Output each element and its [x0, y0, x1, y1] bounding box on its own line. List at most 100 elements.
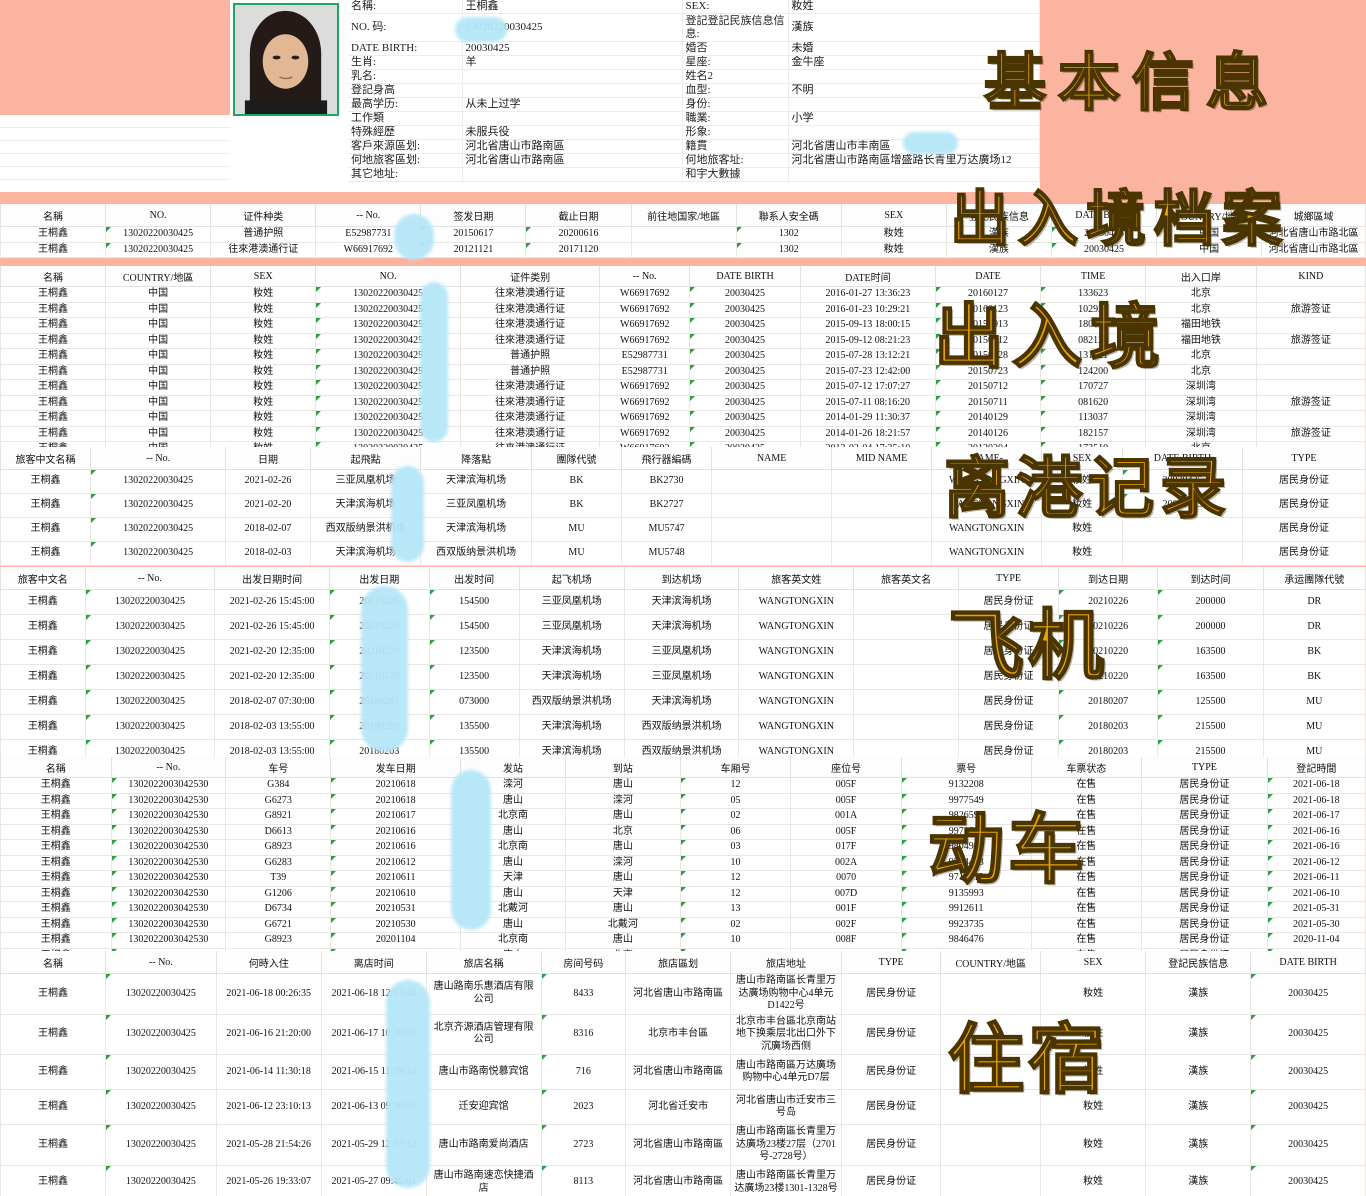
cell[interactable]: 1302022003042530 [110, 870, 227, 887]
cell[interactable]: 182157 [1040, 425, 1147, 442]
column-header[interactable]: 名稱 [0, 204, 107, 227]
cell[interactable]: 籹姓 [1040, 973, 1147, 1015]
cell[interactable]: 20030425 [1250, 1013, 1366, 1055]
cell[interactable]: MU [1262, 714, 1366, 740]
cell[interactable]: 2021-06-12 [1266, 854, 1366, 871]
cell[interactable]: 唐山市路南區长青里万达廣场23楼1301-1328号 [730, 1164, 842, 1196]
profile-value[interactable] [788, 69, 1040, 84]
cell[interactable]: 居民身份证 [958, 689, 1059, 715]
cell[interactable]: 王桐鑫 [0, 493, 92, 518]
cell[interactable]: 居民身份证 [1141, 916, 1268, 933]
profile-label[interactable]: 星座: [682, 55, 789, 70]
cell[interactable]: 居民身份证 [840, 1164, 942, 1196]
column-header[interactable]: TYPE [1141, 757, 1268, 778]
column-header[interactable]: 旅客中文名稱 [0, 447, 92, 470]
cell[interactable]: 001A [790, 808, 902, 825]
cell[interactable]: 20171120 [525, 241, 632, 258]
cell[interactable]: 中国 [105, 425, 212, 442]
cell[interactable]: 017F [790, 839, 902, 856]
cell[interactable]: 10 [679, 932, 792, 949]
profile-label[interactable]: 何地旅客區划: [348, 153, 463, 168]
cell[interactable] [853, 589, 960, 615]
cell[interactable] [1255, 363, 1366, 380]
column-header[interactable]: 车厢号 [679, 757, 792, 778]
cell[interactable]: 20180207 [1057, 689, 1159, 715]
cell[interactable]: 20150617 [420, 226, 527, 243]
profile-value[interactable]: 小学 [788, 111, 1040, 126]
cell[interactable]: 03 [679, 839, 792, 856]
cell[interactable]: 居民身份证 [1141, 792, 1268, 809]
cell[interactable]: 漢族 [1145, 1013, 1252, 1055]
cell[interactable]: 123500 [428, 664, 520, 690]
column-header[interactable]: KIND [1255, 266, 1366, 287]
cell[interactable]: T39 [225, 870, 332, 887]
cell[interactable]: W66917692 [599, 317, 691, 334]
cell[interactable]: 13020220030425 [105, 1013, 217, 1055]
cell[interactable]: D6613 [225, 823, 332, 840]
cell[interactable]: 王桐鑫 [0, 332, 107, 349]
column-header[interactable]: 截止日期 [525, 204, 632, 227]
cell[interactable]: 往來港澳通行证 [459, 332, 601, 349]
column-header[interactable]: 到达日期 [1057, 567, 1159, 590]
cell[interactable]: 200000 [1157, 614, 1264, 640]
cell[interactable]: 13020220030425 [105, 1054, 217, 1090]
cell[interactable]: 往來港澳通行证 [459, 379, 601, 396]
cell[interactable]: 1302022003042530 [110, 916, 227, 933]
cell[interactable]: 漢族 [1145, 1089, 1252, 1125]
cell[interactable] [940, 1013, 1042, 1055]
column-header[interactable]: 离店时间 [320, 951, 427, 974]
cell[interactable]: 王桐鑫 [0, 1124, 107, 1166]
cell[interactable] [1255, 410, 1366, 427]
column-header[interactable]: SEX [840, 204, 947, 227]
cell[interactable]: 王桐鑫 [0, 379, 107, 396]
cell[interactable]: 2021-05-31 [1266, 901, 1366, 918]
profile-label[interactable]: 名稱: [348, 0, 463, 14]
cell[interactable]: 唐山 [565, 777, 681, 794]
column-header[interactable]: SEX [210, 266, 317, 287]
cell[interactable]: 2021-06-16 [1266, 823, 1366, 840]
cell[interactable]: 王桐鑫 [0, 517, 92, 542]
cell[interactable]: 2023 [540, 1089, 627, 1125]
cell[interactable] [1121, 541, 1244, 566]
cell[interactable]: 05 [679, 792, 792, 809]
column-header[interactable]: -- No. [315, 204, 422, 227]
cell[interactable]: 12 [679, 885, 792, 902]
cell[interactable]: 天津滨海机场 [420, 517, 532, 542]
cell[interactable]: 居民身份证 [840, 1089, 942, 1125]
cell[interactable]: 20030425 [1121, 493, 1244, 518]
column-header[interactable]: NAME- [930, 447, 1043, 470]
cell[interactable]: 王桐鑫 [0, 932, 112, 949]
cell[interactable]: 唐山路南乐惠酒店有限公司 [425, 973, 542, 1015]
cell[interactable] [1255, 317, 1366, 334]
cell[interactable]: 2021-06-11 [1266, 870, 1366, 887]
column-header[interactable]: 旅店區划 [625, 951, 732, 974]
cell[interactable]: 中国 [105, 410, 212, 427]
profile-label[interactable]: 最高学历: [348, 97, 463, 112]
column-header[interactable]: 登記時間 [1266, 757, 1366, 778]
cell[interactable]: 20210220 [1057, 639, 1159, 665]
profile-value[interactable]: 漢族 [788, 13, 1040, 42]
cell[interactable]: 居民身份证 [840, 1013, 942, 1055]
cell[interactable]: 王桐鑫 [0, 792, 112, 809]
cell[interactable]: 居民身份证 [1141, 932, 1268, 949]
cell[interactable]: 20150711 [934, 394, 1042, 411]
cell[interactable]: 王桐鑫 [0, 870, 112, 887]
cell[interactable]: 北京南 [459, 932, 567, 949]
cell[interactable]: G6283 [225, 854, 332, 871]
column-header[interactable]: 承运團隊代號 [1262, 567, 1366, 590]
column-header[interactable]: COUNTRY/地區 [940, 951, 1042, 974]
cell[interactable]: 深圳湾 [1145, 379, 1257, 396]
cell[interactable]: 20140129 [934, 410, 1042, 427]
cell[interactable] [831, 517, 932, 542]
cell[interactable]: 居民身份证 [958, 589, 1059, 615]
cell[interactable]: 20180203 [1057, 714, 1159, 740]
column-header[interactable]: TYPE [840, 951, 942, 974]
cell[interactable]: 天津滨海机场 [518, 639, 625, 665]
cell[interactable]: 2021-06-16 [1266, 839, 1366, 856]
profile-label[interactable]: 客戶來源區划: [348, 139, 463, 154]
cell[interactable]: 王桐鑫 [0, 348, 107, 365]
cell[interactable]: 王桐鑫 [0, 226, 107, 243]
profile-value[interactable] [462, 83, 683, 98]
cell[interactable]: 2021-05-26 19:33:07 [215, 1164, 322, 1196]
cell[interactable]: 20030425 [1250, 973, 1366, 1015]
